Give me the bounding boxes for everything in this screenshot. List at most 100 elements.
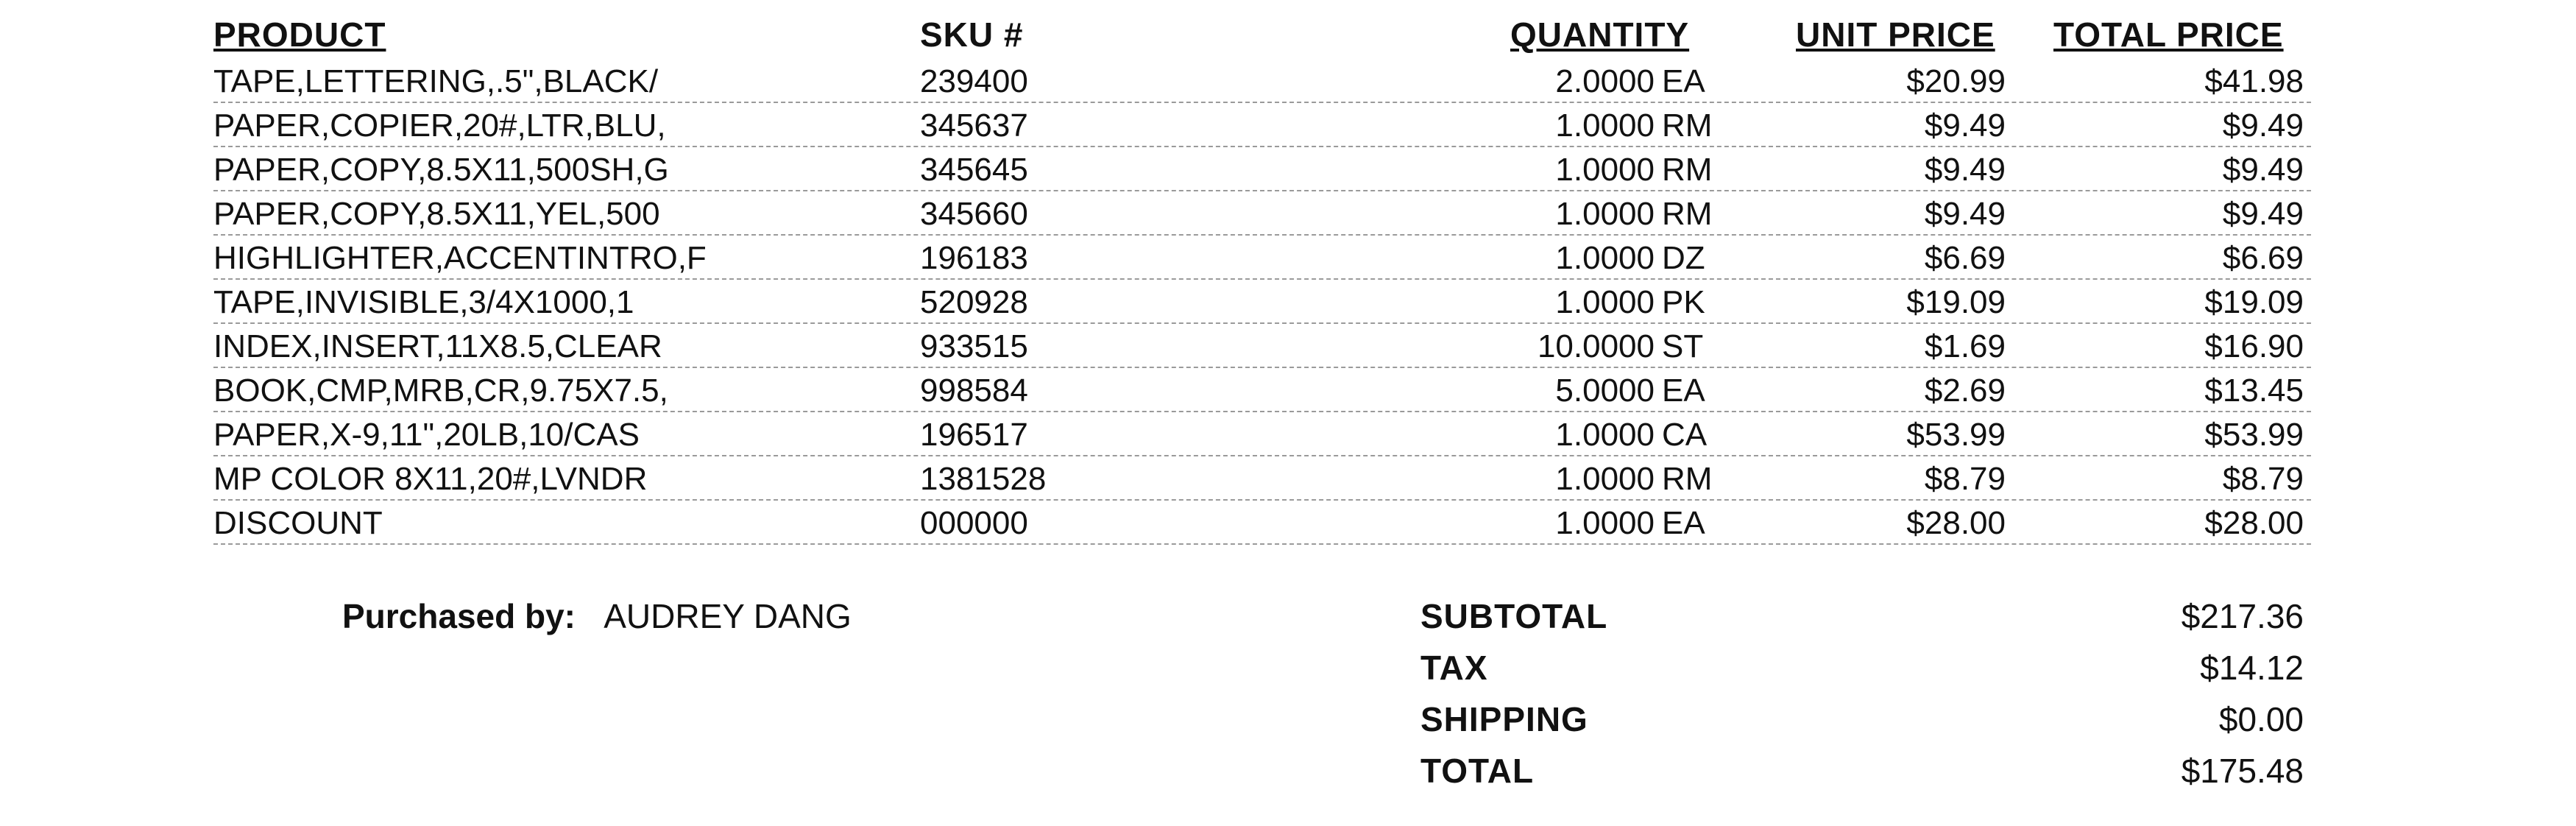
item-quantity: 1.0000	[1555, 107, 1655, 144]
row-divider	[213, 411, 2311, 412]
item-product: PAPER,COPIER,20#,LTR,BLU,	[213, 107, 666, 144]
table-row: HIGHLIGHTER,ACCENTINTRO,F 196183 1.0000 …	[0, 239, 2576, 283]
item-product: INDEX,INSERT,11X8.5,CLEAR	[213, 328, 662, 364]
item-unit-of-measure: RM	[1662, 196, 1713, 232]
tax-label: TAX	[1420, 649, 1488, 687]
row-divider	[213, 278, 2311, 280]
item-product: PAPER,X-9,11",20LB,10/CAS	[213, 417, 640, 453]
item-unit-price: $9.49	[1924, 152, 2006, 188]
row-divider	[213, 190, 2311, 191]
item-unit-of-measure: CA	[1662, 417, 1708, 453]
subtotal-row: SUBTOTAL $217.36	[0, 596, 2576, 643]
item-unit-of-measure: EA	[1662, 373, 1705, 409]
header-sku-label: SKU #	[920, 15, 1024, 54]
item-sku: 000000	[920, 505, 1028, 541]
table-row: DISCOUNT 000000 1.0000 EA $28.00 $28.00	[0, 504, 2576, 548]
row-divider	[213, 322, 2311, 324]
item-quantity: 1.0000	[1555, 505, 1655, 541]
item-sku: 345660	[920, 196, 1028, 232]
item-unit-of-measure: DZ	[1662, 240, 1705, 276]
table-row: PAPER,COPIER,20#,LTR,BLU, 345637 1.0000 …	[0, 106, 2576, 150]
item-quantity: 1.0000	[1555, 461, 1655, 497]
item-unit-of-measure: EA	[1662, 63, 1705, 99]
header-unit-price: UNIT PRICE	[1796, 15, 1995, 54]
item-total-price: $41.98	[2204, 63, 2304, 99]
item-unit-price: $28.00	[1906, 505, 2006, 541]
item-quantity: 1.0000	[1555, 152, 1655, 188]
header-quantity: QUANTITY	[1510, 15, 1689, 54]
item-unit-price: $1.69	[1924, 328, 2006, 364]
shipping-row: SHIPPING $0.00	[0, 699, 2576, 746]
row-divider	[213, 367, 2311, 368]
table-row: BOOK,CMP,MRB,CR,9.75X7.5, 998584 5.0000 …	[0, 371, 2576, 415]
header-product: PRODUCT	[213, 15, 386, 54]
item-unit-of-measure: PK	[1662, 284, 1705, 320]
item-unit-of-measure: EA	[1662, 505, 1705, 541]
row-divider	[213, 234, 2311, 236]
shipping-value: $0.00	[2218, 700, 2304, 738]
item-total-price: $6.69	[2222, 240, 2304, 276]
item-product: MP COLOR 8X11,20#,LVNDR	[213, 461, 648, 497]
item-sku: 196183	[920, 240, 1028, 276]
item-unit-price: $6.69	[1924, 240, 2006, 276]
header-quantity-label: QUANTITY	[1510, 15, 1690, 54]
row-divider	[213, 146, 2311, 147]
item-total-price: $9.49	[2222, 196, 2304, 232]
table-row: MP COLOR 8X11,20#,LVNDR 1381528 1.0000 R…	[0, 459, 2576, 504]
item-unit-price: $9.49	[1924, 107, 2006, 144]
item-sku: 196517	[920, 417, 1028, 453]
item-total-price: $9.49	[2222, 107, 2304, 144]
item-unit-of-measure: RM	[1662, 107, 1713, 144]
item-quantity: 10.0000	[1537, 328, 1655, 364]
item-total-price: $8.79	[2222, 461, 2304, 497]
row-divider	[213, 499, 2311, 501]
item-sku: 520928	[920, 284, 1028, 320]
item-product: PAPER,COPY,8.5X11,YEL,500	[213, 196, 660, 232]
item-sku: 933515	[920, 328, 1028, 364]
item-sku: 345637	[920, 107, 1028, 144]
total-label: TOTAL	[1420, 752, 1535, 790]
item-sku: 1381528	[920, 461, 1047, 497]
item-quantity: 5.0000	[1555, 373, 1655, 409]
header-total-price-label: TOTAL PRICE	[2053, 15, 2284, 54]
item-quantity: 1.0000	[1555, 284, 1655, 320]
row-divider	[213, 455, 2311, 456]
tax-row: TAX $14.12	[0, 648, 2576, 695]
item-total-price: $13.45	[2204, 373, 2304, 409]
item-sku: 998584	[920, 373, 1028, 409]
purchased-by-label: Purchased by:	[342, 597, 576, 635]
item-quantity: 1.0000	[1555, 240, 1655, 276]
item-unit-price: $19.09	[1906, 284, 2006, 320]
table-row: INDEX,INSERT,11X8.5,CLEAR 933515 10.0000…	[0, 327, 2576, 371]
table-row: TAPE,INVISIBLE,3/4X1000,1 520928 1.0000 …	[0, 283, 2576, 327]
item-unit-price: $20.99	[1906, 63, 2006, 99]
item-product: HIGHLIGHTER,ACCENTINTRO,F	[213, 240, 707, 276]
table-row: PAPER,X-9,11",20LB,10/CAS 196517 1.0000 …	[0, 415, 2576, 459]
item-product: PAPER,COPY,8.5X11,500SH,G	[213, 152, 669, 188]
item-product: TAPE,INVISIBLE,3/4X1000,1	[213, 284, 634, 320]
item-total-price: $19.09	[2204, 284, 2304, 320]
item-total-price: $16.90	[2204, 328, 2304, 364]
subtotal-label: SUBTOTAL	[1420, 597, 1608, 635]
item-unit-of-measure: RM	[1662, 152, 1713, 188]
item-sku: 239400	[920, 63, 1028, 99]
item-total-price: $53.99	[2204, 417, 2304, 453]
table-row: PAPER,COPY,8.5X11,500SH,G 345645 1.0000 …	[0, 150, 2576, 194]
shipping-label: SHIPPING	[1420, 700, 1588, 738]
header-sku: SKU #	[920, 15, 1023, 54]
table-row: PAPER,COPY,8.5X11,YEL,500 345660 1.0000 …	[0, 194, 2576, 239]
total-row: TOTAL $175.48	[0, 751, 2576, 798]
item-product: DISCOUNT	[213, 505, 383, 541]
item-unit-price: $53.99	[1906, 417, 2006, 453]
item-unit-of-measure: ST	[1662, 328, 1704, 364]
item-quantity: 1.0000	[1555, 417, 1655, 453]
header-unit-price-label: UNIT PRICE	[1796, 15, 1995, 54]
item-product: TAPE,LETTERING,.5",BLACK/	[213, 63, 659, 99]
row-divider	[213, 543, 2311, 545]
purchased-by: Purchased by: AUDREY DANG	[342, 596, 852, 636]
item-quantity: 1.0000	[1555, 196, 1655, 232]
total-value: $175.48	[2181, 752, 2304, 790]
table-row: TAPE,LETTERING,.5",BLACK/ 239400 2.0000 …	[0, 62, 2576, 106]
item-unit-of-measure: RM	[1662, 461, 1713, 497]
